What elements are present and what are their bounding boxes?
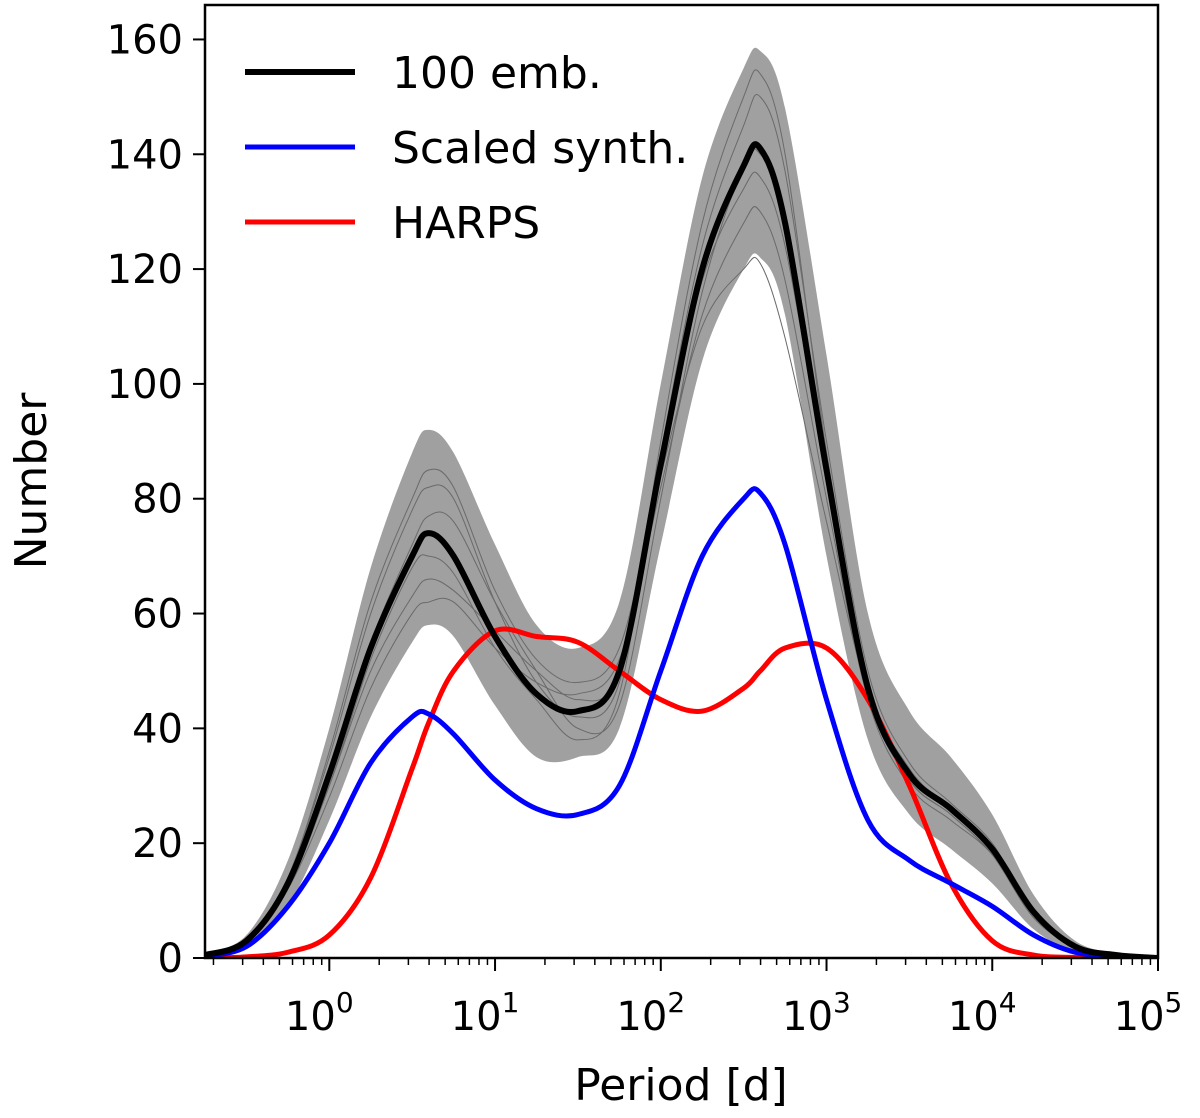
envelope-band (205, 47, 1158, 958)
x-tick-label: 105 (1114, 986, 1183, 1040)
plot-frame (203, 3, 1160, 960)
x-tick-label: 101 (451, 986, 520, 1040)
y-tick-label: 40 (132, 706, 183, 752)
series-layer (205, 141, 1158, 958)
y-tick-label: 0 (158, 936, 183, 982)
y-tick-label: 120 (107, 247, 183, 293)
x-axis-label: Period [d] (574, 1060, 787, 1111)
y-tick-label: 160 (107, 17, 183, 63)
legend-entry-100-emb: 100 emb. (392, 48, 602, 99)
envelope-layer (205, 47, 1158, 958)
x-tick-label: 104 (948, 986, 1017, 1040)
legend-entry-harps: HARPS (392, 198, 540, 249)
y-tick-label: 60 (132, 592, 183, 638)
x-axis: 100 101 102 103 104 105 (212, 958, 1183, 1040)
x-tick-label: 102 (616, 986, 685, 1040)
ensemble-thin-lines (205, 69, 1158, 958)
ensemble-line (205, 69, 1158, 958)
y-axis-label: Number (6, 392, 57, 570)
series-line-scaled-synth (205, 486, 1158, 958)
ensemble-line (205, 206, 1158, 958)
y-axis: 0 20 40 60 80 100 120 140 160 (107, 17, 205, 982)
series-line-100-emb (205, 141, 1158, 958)
y-tick-label: 140 (107, 132, 183, 178)
y-tick-label: 20 (132, 821, 183, 867)
ensemble-line (205, 147, 1158, 958)
legend-entry-scaled-synth: Scaled synth. (392, 123, 688, 174)
ensemble-line (205, 94, 1158, 958)
legend: 100 emb. Scaled synth. HARPS (245, 48, 688, 249)
x-tick-label: 100 (285, 986, 354, 1040)
y-tick-label: 100 (107, 362, 183, 408)
y-tick-label: 80 (132, 477, 183, 523)
x-tick-label: 103 (782, 986, 851, 1040)
series-line-harps (205, 626, 1158, 958)
